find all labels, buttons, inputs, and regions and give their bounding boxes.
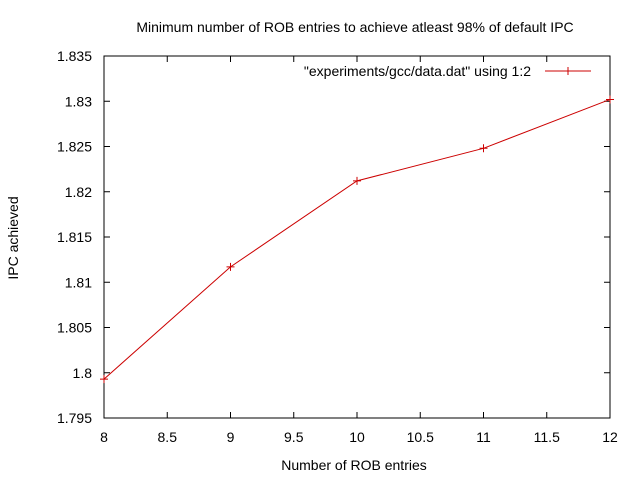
x-axis-label: Number of ROB entries xyxy=(281,457,427,473)
y-axis-label: IPC achieved xyxy=(5,196,21,279)
x-axis: 8 8.5 9 9.5 10 10.5 11 11.5 12 xyxy=(100,56,618,445)
data-point-marker xyxy=(100,375,108,384)
legend-label: "experiments/gcc/data.dat" using 1:2 xyxy=(304,63,531,79)
series-line xyxy=(103,98,611,380)
x-tick-label: 12 xyxy=(602,429,618,445)
y-tick-label: 1.82 xyxy=(65,184,92,200)
data-point-marker xyxy=(606,95,614,104)
x-tick-label: 10 xyxy=(349,429,365,445)
y-tick-label: 1.81 xyxy=(65,274,92,290)
x-tick-label: 11 xyxy=(476,429,491,445)
y-tick-label: 1.83 xyxy=(65,93,92,109)
y-tick-label: 1.815 xyxy=(57,229,92,245)
y-axis: 1.795 1.8 1.805 1.81 1.815 1.82 1.825 1.83 1.835 xyxy=(57,48,610,426)
plot-frame xyxy=(103,55,611,419)
x-tick-label: 11.5 xyxy=(534,429,560,445)
x-tick-label: 8 xyxy=(100,429,108,445)
x-tick-label: 8.5 xyxy=(158,429,178,445)
x-tick-label: 10.5 xyxy=(407,429,434,445)
data-point-marker xyxy=(226,262,235,271)
data-point-marker xyxy=(479,144,488,153)
series-layer xyxy=(100,95,614,384)
legend: "experiments/gcc/data.dat" using 1:2 xyxy=(304,63,591,79)
x-tick-label: 9.5 xyxy=(284,429,304,445)
y-tick-label: 1.835 xyxy=(57,48,92,64)
y-tick-label: 1.8 xyxy=(73,365,93,381)
data-point-marker xyxy=(353,176,361,185)
legend-marker xyxy=(564,67,572,75)
chart-title: Minimum number of ROB entries to achieve… xyxy=(136,19,573,35)
y-tick-label: 1.805 xyxy=(57,320,92,336)
y-tick-label: 1.795 xyxy=(57,410,92,426)
y-tick-label: 1.825 xyxy=(57,139,92,155)
x-tick-label: 9 xyxy=(227,429,235,445)
